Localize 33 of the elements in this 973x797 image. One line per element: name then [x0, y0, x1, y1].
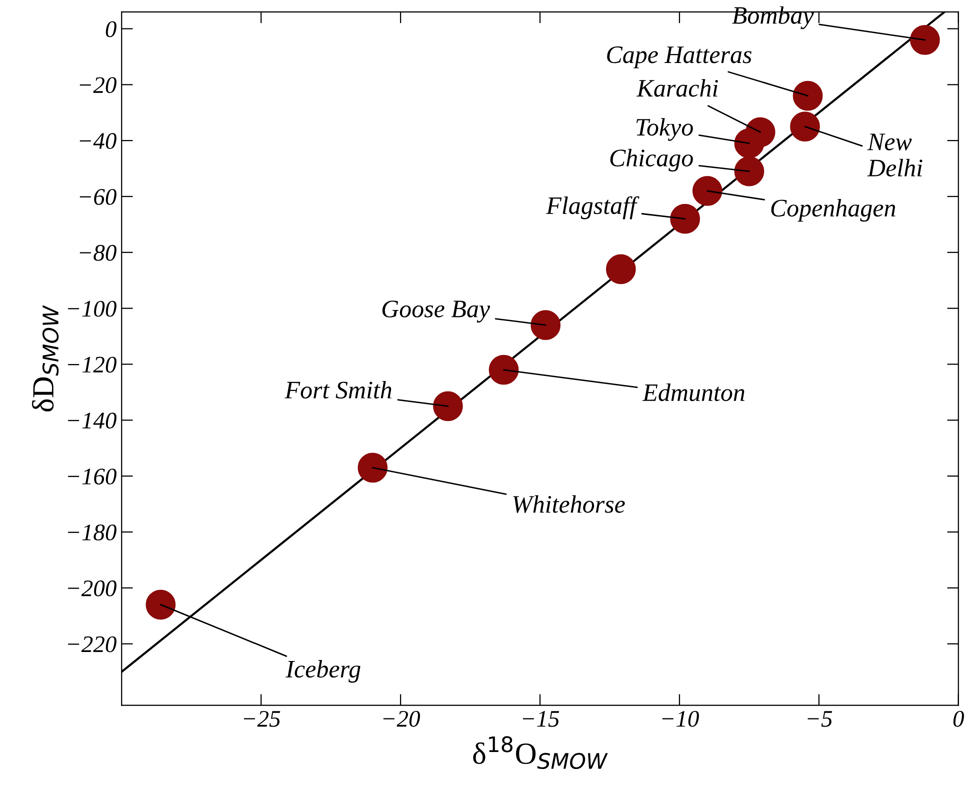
- annotation: Copenhagen: [771, 199, 896, 222]
- x-axis-title: δ$^{18}$O$_{SMOW}$: [473, 736, 608, 770]
- y-tick-label: 0: [106, 21, 116, 38]
- y-tick-label: −220: [68, 636, 116, 652]
- annotation: Chicago: [610, 148, 693, 172]
- annotation: Tokyo: [636, 118, 693, 141]
- y-tick-label: −180: [68, 524, 116, 540]
- annotation: Bombay: [732, 6, 814, 30]
- y-axis-title: δD$_{SMOW}$: [32, 305, 59, 412]
- y-tick-label: −80: [80, 244, 116, 261]
- y-tick-label: −120: [68, 356, 116, 373]
- y-tick-label: −140: [68, 412, 116, 429]
- annotation: Iceberg: [286, 660, 360, 683]
- y-tick-label: −200: [68, 580, 116, 596]
- annotation: Goose Bay: [382, 300, 490, 323]
- x-tick-label: −5: [808, 711, 832, 727]
- x-tick-label: −15: [522, 711, 560, 727]
- y-tick-label: −40: [80, 133, 116, 149]
- annotation: Karachi: [636, 79, 718, 97]
- annotation: Edmunton: [642, 384, 744, 402]
- x-tick-label: −25: [244, 710, 280, 727]
- x-tick-label: −10: [662, 710, 699, 727]
- annotation: Flagstaff: [546, 196, 640, 220]
- y-tick-label: −160: [68, 468, 116, 485]
- annotation: Fort Smith: [284, 380, 392, 399]
- y-tick-label: −60: [80, 188, 116, 205]
- x-tick-label: 0: [953, 710, 964, 727]
- y-tick-label: −20: [80, 77, 116, 94]
- annotation: New Delhi: [867, 134, 922, 176]
- y-tick-label: −100: [68, 300, 116, 317]
- annotation: Whitehorse: [513, 495, 625, 513]
- x-tick-label: −20: [383, 710, 420, 727]
- annotation: Cape Hatteras: [607, 46, 752, 68]
